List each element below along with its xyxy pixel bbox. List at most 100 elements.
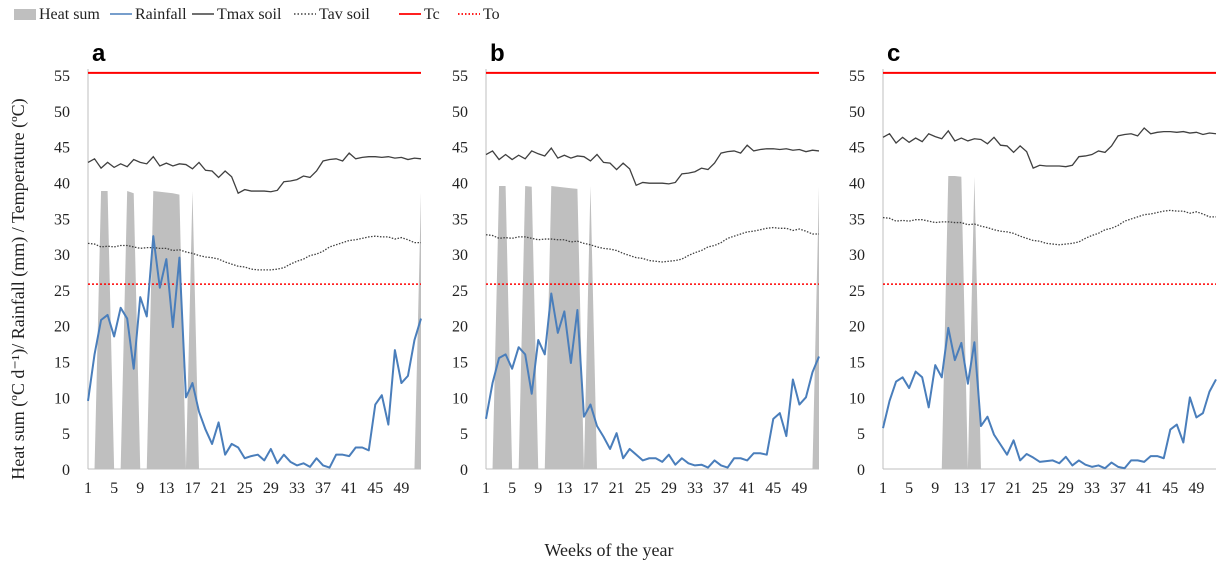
tav-soil-line [87,235,421,271]
x-tick-label: 21 [1006,480,1022,497]
y-tick-label: 40 [54,175,70,192]
x-tick-label: 49 [791,480,807,497]
tav-soil-line [485,226,819,263]
x-tick-label: 33 [1084,480,1100,497]
y-tick-label: 30 [849,247,865,264]
legend-item-tc: Tc [399,6,440,23]
x-tick-label: 41 [1136,480,1152,497]
tmax-soil-line [882,127,1217,169]
x-tick-label: 25 [635,480,651,497]
y-tick-label: 20 [54,319,70,336]
x-tick-label: 5 [905,480,913,497]
y-tick-label: 35 [54,211,70,228]
tmax-soil-line [87,152,422,195]
legend-label: Tav soil [319,6,370,23]
tmax-soil-line [485,144,820,187]
y-tick-label: 35 [849,211,865,228]
y-tick-label: 40 [452,175,468,192]
y-tick-label: 50 [849,104,865,121]
x-tick-label: 21 [211,480,227,497]
legend-item-rainfall: Rainfall [110,6,187,23]
y-tick-label: 15 [452,355,468,372]
x-tick-label: 13 [556,480,572,497]
y-tick-label: 50 [452,104,468,121]
y-tick-label: 10 [849,390,865,407]
legend-label: Heat sum [39,6,100,23]
y-tick-label: 10 [452,390,468,407]
x-tick-label: 45 [1162,480,1178,497]
x-tick-label: 45 [367,480,383,497]
x-tick-label: 17 [582,480,598,497]
x-tick-label: 29 [263,480,279,497]
x-tick-label: 21 [609,480,625,497]
y-tick-label: 0 [62,462,70,479]
x-axis-title: Weeks of the year [545,540,674,560]
heat-sum-area [883,176,1216,469]
x-tick-label: 29 [661,480,677,497]
x-tick-label: 25 [1032,480,1048,497]
x-tick-label: 17 [979,480,995,497]
y-tick-label: 15 [849,355,865,372]
x-tick-label: 33 [687,480,703,497]
rainfall-line [485,292,820,469]
x-tick-label: 45 [765,480,781,497]
y-axis-title: Heat sum (ºC d⁻¹)/ Rainfall (mm) / Tempe… [8,98,29,479]
x-tick-label: 29 [1058,480,1074,497]
legend-item-to: To [458,6,500,23]
x-tick-label: 1 [482,480,490,497]
panel-label: b [490,40,505,67]
heat-sum-area [88,191,421,470]
grey-box-icon [14,9,36,20]
x-tick-label: 9 [136,480,144,497]
y-tick-label: 45 [452,140,468,157]
y-tick-label: 0 [857,462,865,479]
y-tick-label: 20 [452,319,468,336]
x-tick-label: 1 [84,480,92,497]
x-tick-label: 41 [739,480,755,497]
x-tick-label: 17 [184,480,200,497]
x-tick-label: 9 [931,480,939,497]
legend-label: Tc [424,6,440,23]
x-tick-label: 5 [508,480,516,497]
y-tick-label: 10 [54,390,70,407]
y-tick-label: 25 [54,283,70,300]
y-tick-label: 0 [460,462,468,479]
x-tick-label: 25 [237,480,253,497]
legend-item-heat-sum: Heat sum [14,6,100,23]
tav-soil-line [882,209,1216,246]
legend-label: Tmax soil [217,6,282,23]
rainfall-line [882,326,1217,470]
y-tick-label: 45 [849,140,865,157]
y-tick-label: 25 [849,283,865,300]
x-tick-label: 49 [1188,480,1204,497]
legend-label: Rainfall [135,6,187,23]
y-tick-label: 55 [849,68,865,85]
y-tick-label: 20 [849,319,865,336]
legend-item-tav-soil: Tav soil [294,6,370,23]
x-tick-label: 13 [158,480,174,497]
y-tick-label: 25 [452,283,468,300]
y-tick-label: 30 [452,247,468,264]
y-tick-label: 15 [54,355,70,372]
x-tick-label: 37 [315,480,331,497]
y-tick-label: 5 [62,426,70,443]
y-tick-label: 30 [54,247,70,264]
legend: Heat sum Rainfall Tmax soil Tav soil Tc To [14,6,500,23]
y-tick-label: 50 [54,104,70,121]
x-tick-label: 41 [341,480,357,497]
y-tick-label: 5 [460,426,468,443]
x-tick-label: 9 [534,480,542,497]
y-tick-label: 55 [452,68,468,85]
x-tick-label: 49 [393,480,409,497]
x-tick-label: 5 [110,480,118,497]
y-tick-label: 40 [849,175,865,192]
y-tick-label: 55 [54,68,70,85]
x-tick-label: 37 [713,480,729,497]
heat-sum-area [486,186,819,470]
rainfall-line [87,235,422,469]
legend-label: To [483,6,500,23]
